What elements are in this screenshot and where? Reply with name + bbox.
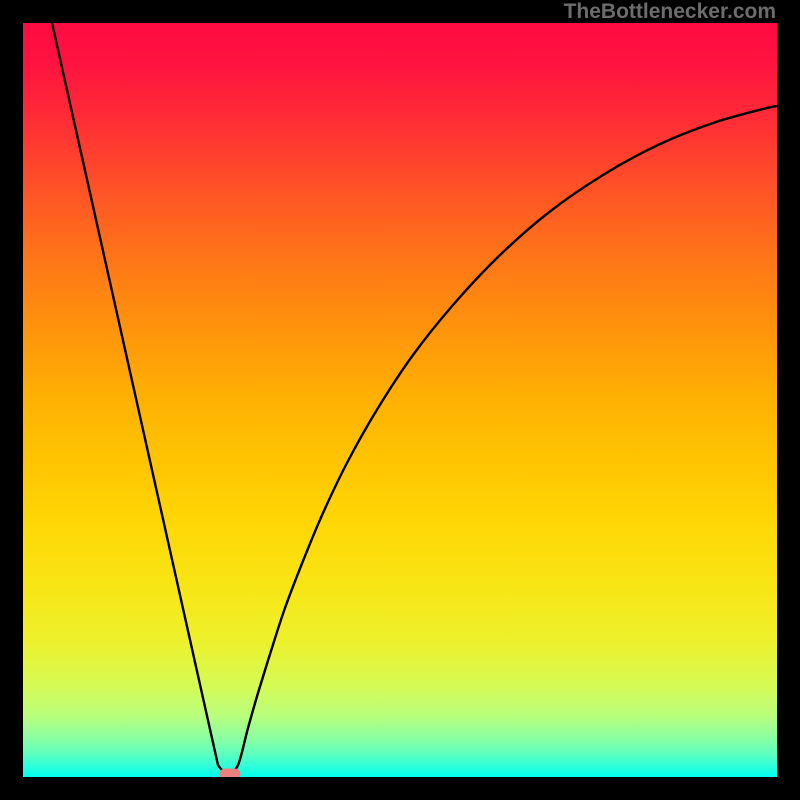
watermark-text: TheBottlenecker.com — [564, 0, 776, 24]
optimal-point-marker — [220, 769, 241, 778]
plot-area — [23, 23, 777, 777]
bottleneck-curve — [23, 23, 777, 777]
chart-container: TheBottlenecker.com — [0, 0, 800, 800]
